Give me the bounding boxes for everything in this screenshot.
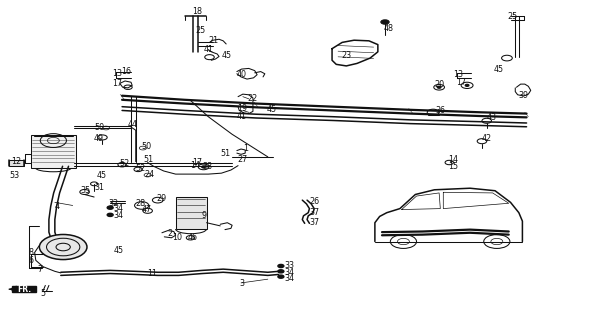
Text: 33: 33 [285, 261, 294, 270]
Text: 20: 20 [435, 80, 444, 89]
Text: 45: 45 [266, 105, 277, 114]
Text: 51: 51 [220, 148, 230, 158]
Circle shape [107, 213, 113, 216]
Text: 28: 28 [136, 199, 146, 208]
Text: 51: 51 [143, 155, 153, 164]
Text: 18: 18 [192, 7, 202, 17]
Circle shape [381, 20, 389, 24]
Text: 27: 27 [237, 155, 247, 164]
Circle shape [278, 275, 284, 278]
Text: 4: 4 [55, 202, 60, 211]
Text: 50: 50 [94, 123, 104, 132]
Text: 3: 3 [239, 279, 244, 288]
Text: 32: 32 [109, 199, 118, 208]
Text: 52: 52 [136, 164, 146, 173]
Bar [31, 135, 76, 168]
Text: 52: 52 [119, 159, 129, 168]
Text: 11: 11 [148, 269, 158, 278]
Text: 25: 25 [195, 26, 206, 35]
Text: 9: 9 [201, 211, 206, 220]
Circle shape [202, 166, 205, 168]
Text: 44: 44 [128, 120, 138, 129]
Text: 49: 49 [94, 134, 104, 143]
Text: 45: 45 [222, 52, 231, 60]
Text: 15: 15 [449, 162, 459, 171]
Text: 5: 5 [41, 289, 46, 298]
Text: 21: 21 [208, 36, 219, 45]
Circle shape [107, 206, 113, 209]
Text: 7: 7 [37, 265, 42, 274]
Text: 12: 12 [11, 157, 21, 166]
Text: 29: 29 [156, 194, 166, 203]
Text: 34: 34 [113, 204, 123, 213]
Text: 25: 25 [507, 12, 518, 21]
Text: 13: 13 [112, 69, 122, 78]
Text: 53: 53 [9, 171, 19, 180]
Text: 13: 13 [453, 70, 463, 79]
Text: 47: 47 [141, 205, 152, 214]
Text: 6: 6 [29, 256, 33, 265]
Text: 34: 34 [113, 211, 123, 220]
Text: 45: 45 [113, 246, 123, 255]
Text: 17: 17 [112, 79, 122, 88]
Circle shape [39, 235, 87, 260]
Text: 19: 19 [237, 104, 247, 113]
Text: 45: 45 [97, 171, 107, 180]
Text: 35: 35 [80, 186, 90, 195]
Text: 37: 37 [310, 208, 319, 217]
Text: 17: 17 [192, 158, 202, 167]
Text: 2: 2 [168, 229, 173, 238]
Bar [12, 286, 36, 292]
Text: 14: 14 [449, 155, 459, 164]
Text: 10: 10 [172, 233, 183, 242]
Bar [9, 160, 24, 166]
Text: 24: 24 [144, 170, 154, 179]
Circle shape [466, 84, 469, 86]
Text: 42: 42 [482, 134, 492, 143]
Text: 46: 46 [188, 233, 197, 242]
Text: 22: 22 [247, 94, 257, 103]
Text: 40: 40 [237, 70, 247, 79]
Text: 34: 34 [285, 274, 294, 283]
Text: 43: 43 [487, 113, 497, 122]
Text: FR.: FR. [17, 285, 31, 294]
Text: 26: 26 [310, 197, 319, 206]
Text: 48: 48 [384, 24, 394, 33]
Text: 50: 50 [141, 142, 152, 151]
Text: 37: 37 [310, 218, 319, 227]
Circle shape [278, 270, 284, 273]
Text: 8: 8 [29, 248, 33, 257]
Text: 41: 41 [237, 112, 247, 121]
Text: 38: 38 [202, 162, 212, 172]
Circle shape [278, 264, 284, 268]
Text: 39: 39 [519, 91, 529, 100]
Text: 1: 1 [243, 144, 248, 153]
Text: 36: 36 [436, 106, 446, 115]
Text: 17: 17 [456, 78, 466, 87]
Circle shape [437, 86, 441, 88]
Text: 14: 14 [191, 161, 200, 170]
Text: 16: 16 [121, 67, 131, 76]
Text: 41: 41 [203, 45, 214, 54]
Text: 31: 31 [94, 183, 104, 192]
Text: 34: 34 [285, 268, 294, 277]
Bar [175, 197, 206, 229]
Text: 23: 23 [341, 52, 351, 60]
Text: 45: 45 [494, 65, 504, 74]
